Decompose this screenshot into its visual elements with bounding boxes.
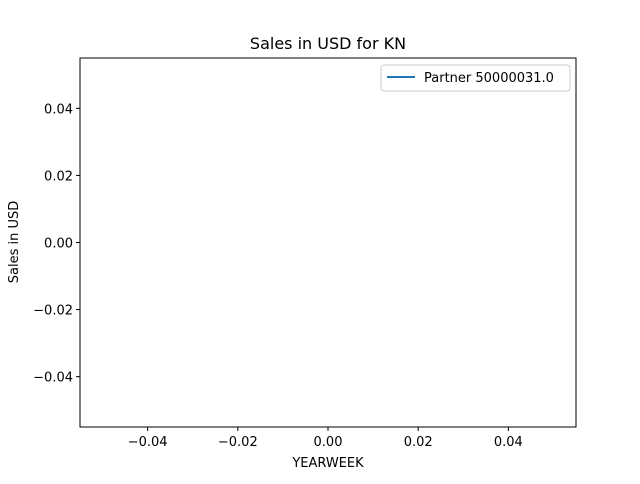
legend-entry-label: Partner 50000031.0 xyxy=(424,71,554,86)
y-tick-label: 0.02 xyxy=(44,169,73,184)
x-tick-label: 0.00 xyxy=(314,435,343,450)
x-axis-ticks: −0.04 −0.02 0.00 0.02 0.04 xyxy=(128,427,523,450)
legend: Partner 50000031.0 xyxy=(380,64,571,92)
x-tick-label: 0.02 xyxy=(404,435,433,450)
y-tick-label: −0.04 xyxy=(33,371,73,386)
chart-title: Sales in USD for KN xyxy=(250,34,406,53)
x-tick-label: −0.04 xyxy=(128,435,168,450)
x-axis-label: YEARWEEK xyxy=(291,456,364,471)
x-tick-label: 0.04 xyxy=(494,435,523,450)
y-axis-label: Sales in USD xyxy=(7,201,22,284)
y-tick-label: 0.04 xyxy=(44,102,73,117)
legend-box xyxy=(380,64,571,92)
x-tick-label: −0.02 xyxy=(218,435,258,450)
y-tick-label: 0.00 xyxy=(44,237,73,252)
y-axis-ticks: 0.04 0.02 0.00 −0.02 −0.04 xyxy=(33,102,80,386)
y-tick-label: −0.02 xyxy=(33,304,73,319)
